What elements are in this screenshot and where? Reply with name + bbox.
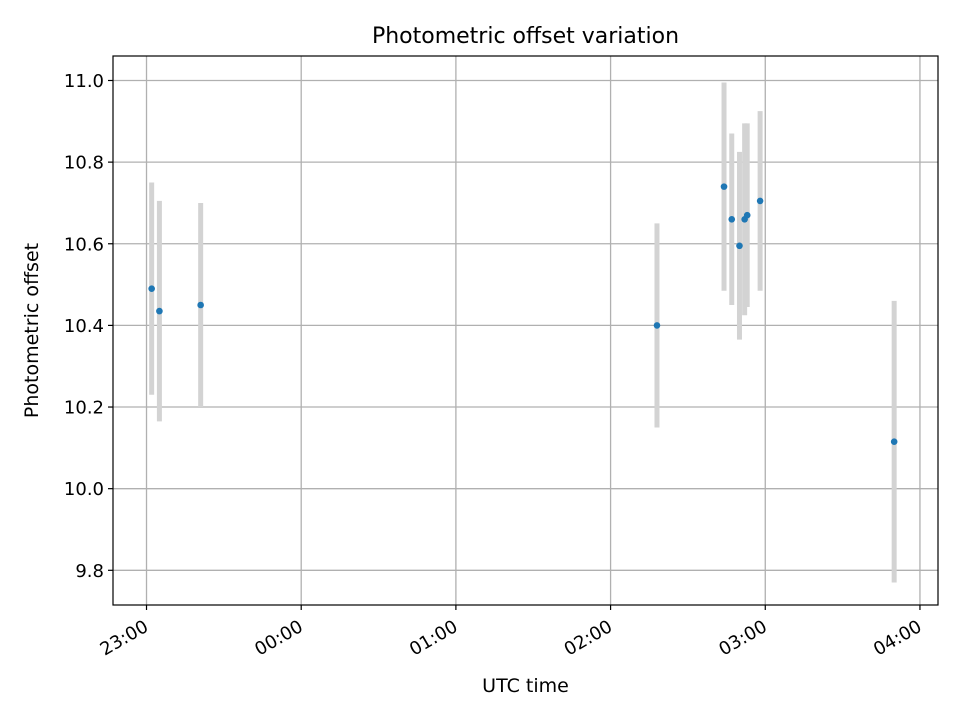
plot-frame [112, 55, 939, 606]
data-point [197, 301, 204, 309]
y-tick-label: 11.0 [64, 71, 104, 92]
data-point [743, 211, 751, 219]
y-tick-label: 10.4 [64, 316, 104, 337]
y-tick-label: 10.0 [64, 479, 104, 500]
x-axis-label: UTC time [482, 675, 569, 697]
data-point [156, 307, 163, 315]
chart-title: Photometric offset variation [372, 24, 679, 49]
data-point [890, 438, 898, 446]
data-point [653, 322, 661, 329]
y-tick-label: 10.2 [64, 398, 104, 419]
data-point [756, 197, 764, 205]
grid [113, 56, 938, 605]
data-point [720, 183, 728, 190]
y-axis-label: Photometric offset [21, 243, 43, 418]
data-points [148, 183, 898, 446]
y-tick-label: 10.6 [64, 234, 104, 255]
y-tick-label: 9.8 [75, 561, 104, 582]
data-point [728, 215, 736, 223]
y-tick-label: 10.8 [64, 153, 104, 174]
data-point [148, 285, 155, 292]
data-point [736, 242, 743, 250]
